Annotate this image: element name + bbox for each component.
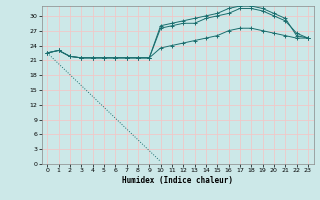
- X-axis label: Humidex (Indice chaleur): Humidex (Indice chaleur): [122, 176, 233, 185]
